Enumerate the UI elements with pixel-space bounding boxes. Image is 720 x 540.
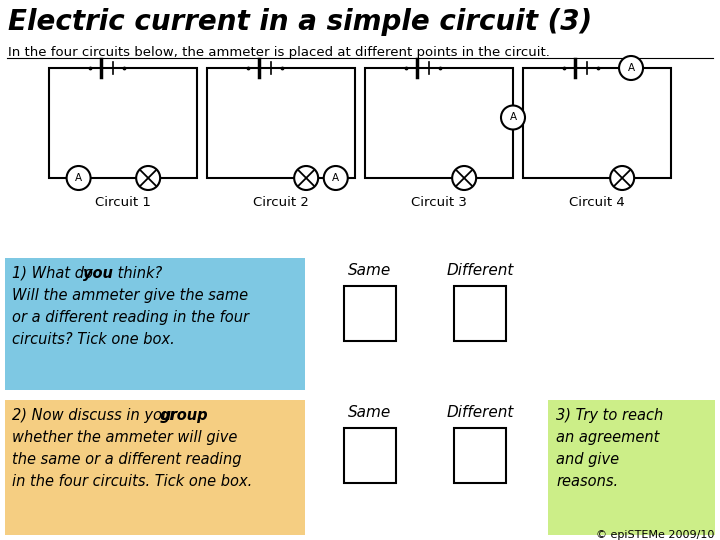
Text: the same or a different reading: the same or a different reading: [12, 452, 241, 467]
Text: 2) Now discuss in your: 2) Now discuss in your: [12, 408, 182, 423]
Circle shape: [136, 166, 160, 190]
Bar: [49, 68, 197, 178]
Circle shape: [66, 166, 91, 190]
Text: or a different reading in the four: or a different reading in the four: [12, 310, 249, 325]
Circle shape: [501, 105, 525, 130]
Text: whether the ammeter will give: whether the ammeter will give: [12, 430, 238, 445]
Text: Circuit 2: Circuit 2: [253, 196, 309, 209]
Text: think?: think?: [113, 266, 162, 281]
Text: Same: Same: [348, 405, 392, 420]
Text: you: you: [83, 266, 113, 281]
Text: Circuit 1: Circuit 1: [95, 196, 151, 209]
Circle shape: [610, 166, 634, 190]
Bar: [454, 428, 506, 483]
Text: Circuit 4: Circuit 4: [569, 196, 625, 209]
Circle shape: [324, 166, 348, 190]
Bar: [523, 68, 671, 178]
Bar: [365, 68, 513, 178]
Text: reasons.: reasons.: [556, 474, 618, 489]
Circle shape: [452, 166, 476, 190]
Text: A: A: [510, 112, 516, 123]
Text: Will the ammeter give the same: Will the ammeter give the same: [12, 288, 248, 303]
Bar: [344, 428, 396, 483]
Text: Electric current in a simple circuit (3): Electric current in a simple circuit (3): [8, 8, 592, 36]
Text: Different: Different: [446, 263, 513, 278]
Circle shape: [294, 166, 318, 190]
Bar: [344, 286, 396, 341]
Bar: [548, 400, 715, 535]
Text: circuits? Tick one box.: circuits? Tick one box.: [12, 332, 175, 347]
Circle shape: [619, 56, 643, 80]
Bar: [207, 68, 355, 178]
Text: group: group: [160, 408, 209, 423]
Bar: [5, 258, 305, 390]
Text: In the four circuits below, the ammeter is placed at different points in the cir: In the four circuits below, the ammeter …: [8, 46, 550, 59]
Text: 3) Try to reach: 3) Try to reach: [556, 408, 663, 423]
Text: 1) What do: 1) What do: [12, 266, 98, 281]
Text: an agreement: an agreement: [556, 430, 660, 445]
Text: in the four circuits. Tick one box.: in the four circuits. Tick one box.: [12, 474, 252, 489]
Text: A: A: [332, 173, 339, 183]
Text: A: A: [627, 63, 634, 73]
Bar: [454, 286, 506, 341]
Bar: [5, 400, 305, 535]
Text: Circuit 3: Circuit 3: [411, 196, 467, 209]
Text: © epiSTEMe 2009/10: © epiSTEMe 2009/10: [595, 530, 714, 540]
Text: Same: Same: [348, 263, 392, 278]
Text: A: A: [75, 173, 82, 183]
Text: and give: and give: [556, 452, 619, 467]
Text: Different: Different: [446, 405, 513, 420]
